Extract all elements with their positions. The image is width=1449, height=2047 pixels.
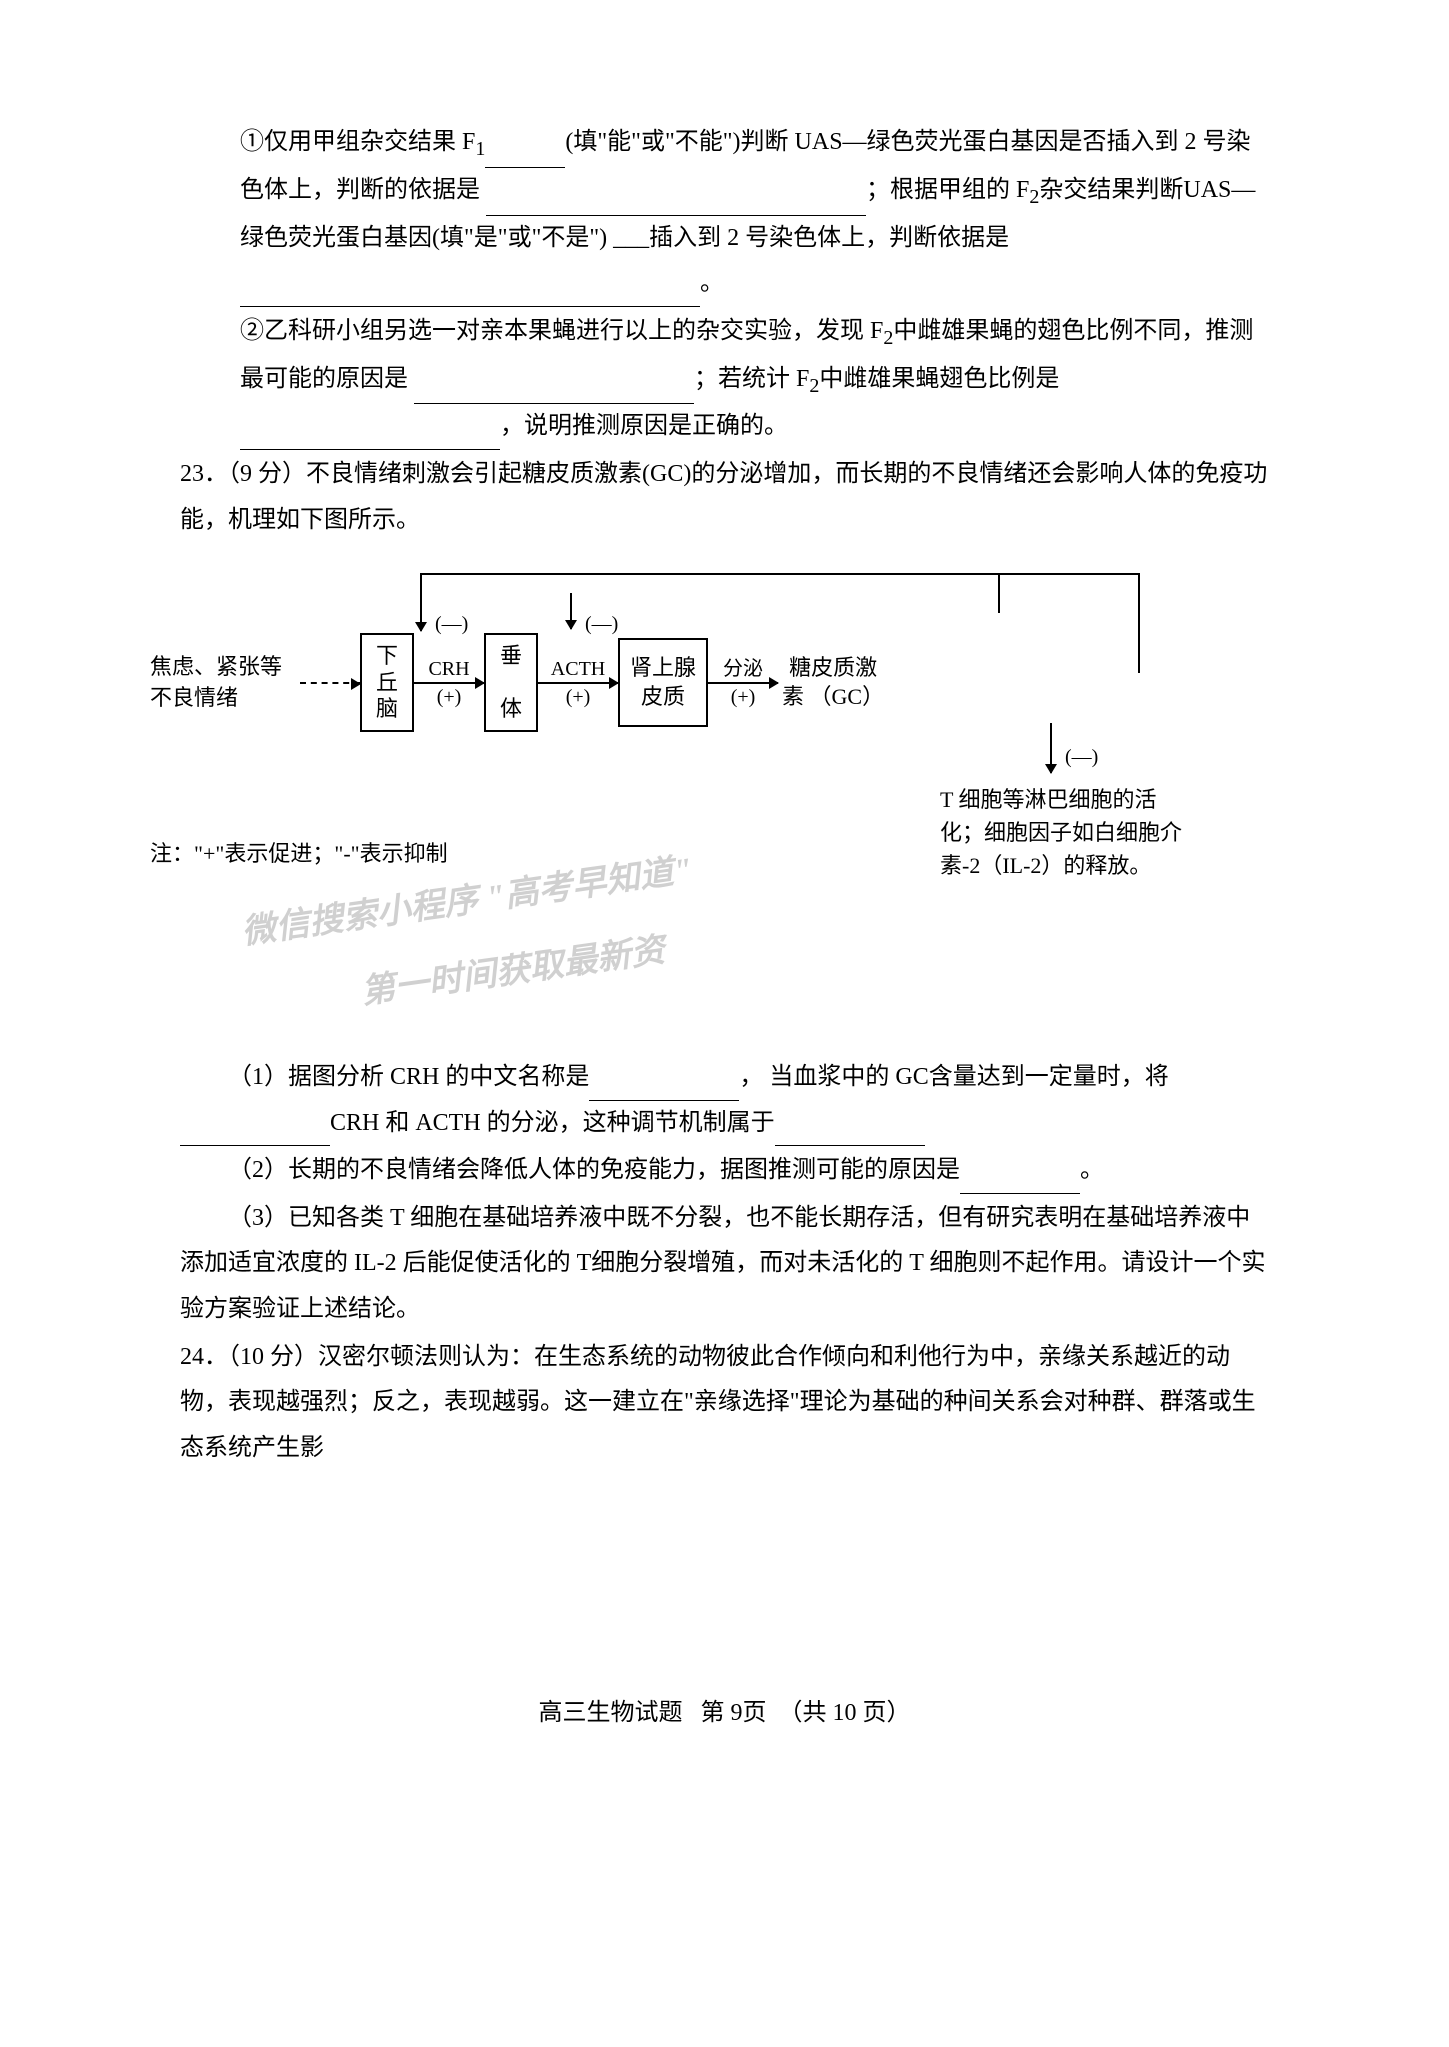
diagram-main-row: 焦虑、紧张等不良情绪 下丘脑 CRH (+) 垂体 ACTH (+) 肾上腺皮质… [150,633,1200,732]
q24-intro: 汉密尔顿法则认为：在生态系统的动物彼此合作倾向和利他行为中，亲缘关系越近的动物，… [180,1344,1256,1461]
q23-sub1-end: CRH 和 ACTH 的分泌，这种调节机制属于 [330,1110,775,1136]
sub-f2b: 2 [883,327,893,349]
q23-sub2: （2）长期的不良情绪会降低人体的免疫能力，据图推测可能的原因是 。 [180,1148,1269,1194]
q23: 23．（9 分）不良情绪刺激会引起糖皮质激素(GC)的分泌增加，而长期的不良情绪… [180,452,1269,543]
q23-sub2-pre: （2）长期的不良情绪会降低人体的免疫能力，据图推测可能的原因是 [228,1157,960,1183]
q22-item1-cont: ；根据甲组的 F [866,177,1029,203]
arrow-stimulus [300,682,360,684]
gc-down-minus: (—) [1065,738,1098,776]
blank-5 [240,421,500,450]
q24-number: 24． [180,1344,228,1370]
sub-f2: 2 [1029,186,1039,208]
box-gc: 糖皮质激素 （GC） [778,646,888,719]
crh-label: CRH [414,658,484,680]
secrete-label: 分泌 [708,658,778,680]
q22-item1-end: 。 [700,270,724,296]
left-stimulus: 焦虑、紧张等不良情绪 [150,652,300,714]
blank-2 [486,187,866,216]
q24: 24．（10 分）汉密尔顿法则认为：在生态系统的动物彼此合作倾向和利他行为中，亲… [180,1335,1269,1472]
q23-sub2-end: 。 [1080,1157,1104,1183]
footer-subject: 高三生物试题 [539,1700,683,1726]
acth-label: ACTH [538,658,618,680]
feedback-line-2 [570,573,1000,613]
q23-sub1: （1）据图分析 CRH 的中文名称是 ， 当血浆中的 GC含量达到一定量时，将 CR… [180,1055,1269,1146]
q23-sub1-pre: （1）据图分析 CRH 的中文名称是 [228,1064,589,1090]
arrow-crh: CRH (+) [414,682,484,684]
box-hypothalamus: 下丘脑 [360,633,414,732]
q23-header: 23．（9 分）不良情绪刺激会引起糖皮质激素(GC)的分泌增加，而长期的不良情绪… [180,452,1269,543]
arrow-acth: ACTH (+) [538,682,618,684]
crh-plus: (+) [414,686,484,708]
page-footer: 高三生物试题 第 9页 （共 10 页） [180,1691,1269,1737]
t-cell-text: T 细胞等淋巴细胞的活化；细胞因子如白细胞介素-2（IL-2）的释放。 [940,783,1190,882]
box-adrenal: 肾上腺皮质 [618,638,708,727]
q22-item2: ②乙科研小组另选一对亲本果蝇进行以上的杂交实验，发现 F2中雌雄果蝇的翅色比例不… [240,309,1269,450]
blank-1 [485,139,565,168]
arrow-secrete: 分泌 (+) [708,682,778,684]
q24-points: （10 分） [228,1344,318,1370]
q22-item2-cont3: 中雌雄果蝇翅色比例是 [819,366,1059,392]
blank-s1 [589,1072,739,1101]
q22-item1-pre: ①仅用甲组杂交结果 F [240,129,475,155]
arrow-gc-down [1050,723,1052,773]
blank-4 [414,376,694,405]
q22-item1: ①仅用甲组杂交结果 F1(填"能"或"不能")判断 UAS—绿色荧光蛋白基因是否… [240,120,1269,307]
q23-sub1-mid: ， 当血浆中的 GC含量达到一定量时，将 [739,1064,1168,1090]
acth-plus: (+) [538,686,618,708]
q23-number: 23． [180,461,228,487]
feedback-arrow-1 [420,611,422,631]
q23-sub3: （3）已知各类 T 细胞在基础培养液中既不分裂，也不能长期存活，但有研究表明在基… [180,1196,1269,1333]
secrete-plus: (+) [708,686,778,708]
q22-item2-cont2: ；若统计 F [694,366,809,392]
sub-f1: 1 [475,138,485,160]
feedback-arrow-2 [570,593,572,629]
q23-subs: （1）据图分析 CRH 的中文名称是 ， 当血浆中的 GC含量达到一定量时，将 CR… [180,1055,1269,1333]
blank-s2 [180,1117,330,1146]
flow-diagram: (—) (—) 焦虑、紧张等不良情绪 下丘脑 CRH (+) 垂体 ACTH (… [150,573,1200,803]
spacer [180,875,1269,1055]
q22-items: ①仅用甲组杂交结果 F1(填"能"或"不能")判断 UAS—绿色荧光蛋白基因是否… [180,120,1269,450]
blank-s4 [960,1165,1080,1194]
blank-3 [240,278,700,307]
sub-f2c: 2 [809,374,819,396]
footer-page: 第 9页 [701,1700,767,1726]
q22-item2-cont4: ，说明推测原因是正确的。 [500,413,788,439]
q22-item2-pre: ②乙科研小组另选一对亲本果蝇进行以上的杂交实验，发现 F [240,318,883,344]
q24-header: 24．（10 分）汉密尔顿法则认为：在生态系统的动物彼此合作倾向和利他行为中，亲… [180,1335,1269,1472]
blank-s3 [775,1117,925,1146]
q23-points: （9 分） [228,461,306,487]
footer-total: （共 10 页） [779,1700,911,1726]
box-pituitary: 垂体 [484,633,538,732]
q23-intro: 不良情绪刺激会引起糖皮质激素(GC)的分泌增加，而长期的不良情绪还会影响人体的免… [180,461,1267,533]
